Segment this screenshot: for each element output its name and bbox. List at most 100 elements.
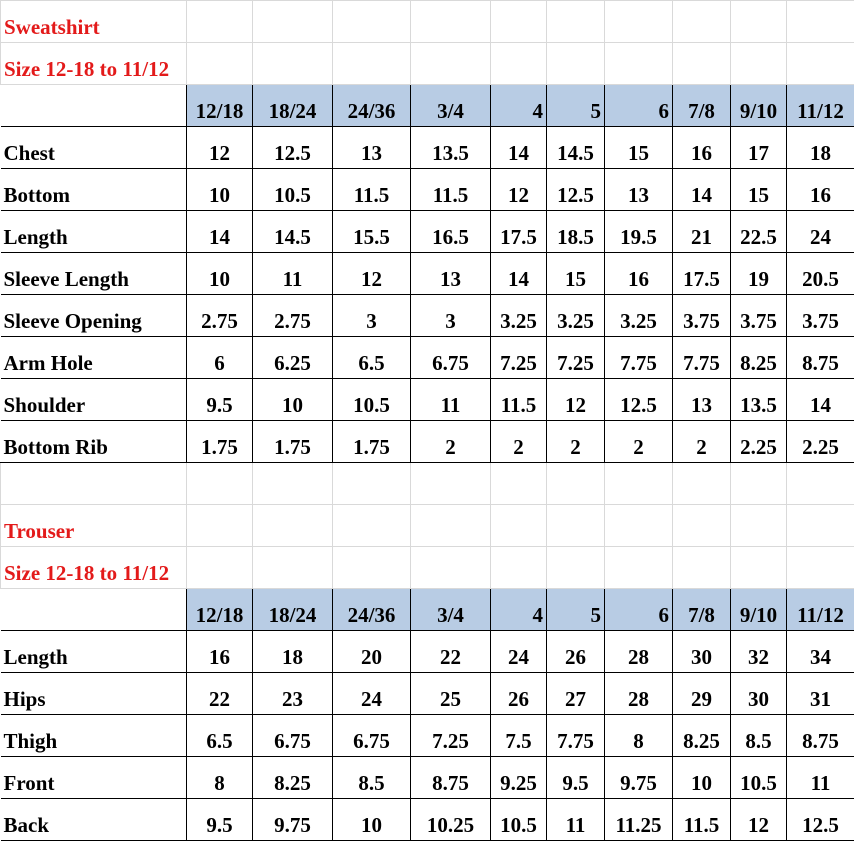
empty-cell[interactable] bbox=[253, 1, 333, 43]
empty-cell[interactable] bbox=[253, 43, 333, 85]
header-corner-cell[interactable] bbox=[1, 85, 187, 127]
measurement-value[interactable]: 25 bbox=[411, 673, 491, 715]
measurement-value[interactable]: 10.25 bbox=[411, 799, 491, 841]
measurement-value[interactable]: 10.5 bbox=[731, 757, 787, 799]
measurement-value[interactable]: 9.5 bbox=[187, 379, 253, 421]
empty-cell[interactable] bbox=[491, 547, 547, 589]
measurement-value[interactable]: 11.5 bbox=[333, 169, 411, 211]
measurement-label[interactable]: Shoulder bbox=[1, 379, 187, 421]
measurement-value[interactable]: 3.75 bbox=[787, 295, 854, 337]
measurement-value[interactable]: 7.75 bbox=[605, 337, 673, 379]
measurement-value[interactable]: 12 bbox=[547, 379, 605, 421]
measurement-value[interactable]: 26 bbox=[547, 631, 605, 673]
empty-cell[interactable] bbox=[547, 463, 605, 505]
empty-cell[interactable] bbox=[187, 547, 253, 589]
empty-cell[interactable] bbox=[787, 1, 854, 43]
empty-cell[interactable] bbox=[605, 547, 673, 589]
measurement-value[interactable]: 6.75 bbox=[333, 715, 411, 757]
measurement-value[interactable]: 6.75 bbox=[411, 337, 491, 379]
empty-cell[interactable] bbox=[673, 505, 731, 547]
measurement-value[interactable]: 24 bbox=[333, 673, 411, 715]
measurement-value[interactable]: 12.5 bbox=[605, 379, 673, 421]
empty-cell[interactable] bbox=[411, 463, 491, 505]
measurement-value[interactable]: 11.5 bbox=[673, 799, 731, 841]
empty-cell[interactable] bbox=[333, 547, 411, 589]
measurement-value[interactable]: 8.75 bbox=[411, 757, 491, 799]
empty-cell[interactable] bbox=[253, 547, 333, 589]
size-header-cell[interactable]: 7/8 bbox=[673, 589, 731, 631]
size-header-cell[interactable]: 24/36 bbox=[333, 589, 411, 631]
empty-cell[interactable] bbox=[187, 1, 253, 43]
measurement-value[interactable]: 14 bbox=[491, 127, 547, 169]
measurement-value[interactable]: 18 bbox=[787, 127, 854, 169]
empty-cell[interactable] bbox=[605, 1, 673, 43]
measurement-value[interactable]: 12.5 bbox=[253, 127, 333, 169]
measurement-value[interactable]: 10 bbox=[253, 379, 333, 421]
empty-cell[interactable] bbox=[187, 505, 253, 547]
measurement-value[interactable]: 3.25 bbox=[491, 295, 547, 337]
measurement-value[interactable]: 26 bbox=[491, 673, 547, 715]
empty-cell[interactable] bbox=[731, 1, 787, 43]
size-header-cell[interactable]: 3/4 bbox=[411, 589, 491, 631]
sheet-title[interactable]: Sweatshirt bbox=[1, 1, 187, 43]
measurement-value[interactable]: 11 bbox=[787, 757, 854, 799]
measurement-value[interactable]: 13 bbox=[411, 253, 491, 295]
empty-cell[interactable] bbox=[187, 43, 253, 85]
measurement-value[interactable]: 8.75 bbox=[787, 337, 854, 379]
empty-cell[interactable] bbox=[547, 1, 605, 43]
measurement-value[interactable]: 11 bbox=[411, 379, 491, 421]
empty-cell[interactable] bbox=[787, 547, 854, 589]
measurement-value[interactable]: 8.25 bbox=[253, 757, 333, 799]
measurement-value[interactable]: 2 bbox=[547, 421, 605, 463]
measurement-value[interactable]: 2.25 bbox=[731, 421, 787, 463]
measurement-value[interactable]: 12.5 bbox=[547, 169, 605, 211]
measurement-label[interactable]: Hips bbox=[1, 673, 187, 715]
empty-cell[interactable] bbox=[673, 463, 731, 505]
size-header-cell[interactable]: 24/36 bbox=[333, 85, 411, 127]
empty-cell[interactable] bbox=[187, 463, 253, 505]
measurement-value[interactable]: 11.5 bbox=[411, 169, 491, 211]
empty-cell[interactable] bbox=[547, 43, 605, 85]
measurement-value[interactable]: 28 bbox=[605, 673, 673, 715]
measurement-value[interactable]: 8.25 bbox=[673, 715, 731, 757]
measurement-value[interactable]: 8.75 bbox=[787, 715, 854, 757]
empty-cell[interactable] bbox=[411, 505, 491, 547]
measurement-value[interactable]: 12 bbox=[187, 127, 253, 169]
measurement-value[interactable]: 6.75 bbox=[253, 715, 333, 757]
measurement-value[interactable]: 12 bbox=[333, 253, 411, 295]
measurement-value[interactable]: 9.5 bbox=[547, 757, 605, 799]
measurement-value[interactable]: 20.5 bbox=[787, 253, 854, 295]
measurement-value[interactable]: 13.5 bbox=[731, 379, 787, 421]
measurement-value[interactable]: 23 bbox=[253, 673, 333, 715]
measurement-value[interactable]: 3 bbox=[333, 295, 411, 337]
measurement-value[interactable]: 16 bbox=[673, 127, 731, 169]
measurement-value[interactable]: 14 bbox=[673, 169, 731, 211]
measurement-label[interactable]: Bottom Rib bbox=[1, 421, 187, 463]
measurement-value[interactable]: 12.5 bbox=[787, 799, 854, 841]
measurement-value[interactable]: 3.75 bbox=[731, 295, 787, 337]
sheet-title[interactable]: Trouser bbox=[1, 505, 187, 547]
size-header-cell[interactable]: 11/12 bbox=[787, 589, 854, 631]
empty-cell[interactable] bbox=[253, 505, 333, 547]
empty-cell[interactable] bbox=[491, 43, 547, 85]
measurement-value[interactable]: 9.75 bbox=[253, 799, 333, 841]
measurement-value[interactable]: 14 bbox=[187, 211, 253, 253]
measurement-value[interactable]: 20 bbox=[333, 631, 411, 673]
measurement-value[interactable]: 17.5 bbox=[491, 211, 547, 253]
measurement-value[interactable]: 7.25 bbox=[411, 715, 491, 757]
empty-cell[interactable] bbox=[333, 1, 411, 43]
measurement-label[interactable]: Sleeve Opening bbox=[1, 295, 187, 337]
size-header-cell[interactable]: 6 bbox=[605, 589, 673, 631]
measurement-value[interactable]: 10.5 bbox=[491, 799, 547, 841]
measurement-value[interactable]: 11.25 bbox=[605, 799, 673, 841]
measurement-value[interactable]: 3 bbox=[411, 295, 491, 337]
empty-cell[interactable] bbox=[605, 505, 673, 547]
measurement-value[interactable]: 27 bbox=[547, 673, 605, 715]
measurement-label[interactable]: Back bbox=[1, 799, 187, 841]
size-header-cell[interactable]: 5 bbox=[547, 589, 605, 631]
measurement-value[interactable]: 17.5 bbox=[673, 253, 731, 295]
size-header-cell[interactable]: 9/10 bbox=[731, 85, 787, 127]
measurement-value[interactable]: 19 bbox=[731, 253, 787, 295]
measurement-label[interactable]: Thigh bbox=[1, 715, 187, 757]
measurement-value[interactable]: 11 bbox=[253, 253, 333, 295]
